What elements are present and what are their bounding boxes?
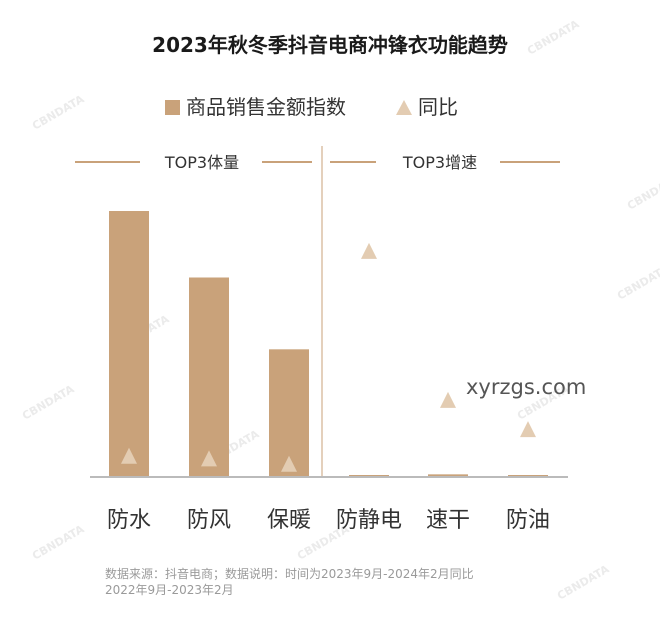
source-note-line-2: 2022年9月-2023年2月 [105,583,234,597]
watermark-text: CBNDATA [30,522,87,562]
bars-layer [109,211,548,477]
chart-title: 2023年秋冬季抖音电商冲锋衣功能趋势 [152,33,508,57]
x-tick-label: 防静电 [336,508,402,533]
triangle-防静电 [361,242,377,259]
bar-速干 [428,474,468,477]
source-note-line-1: 数据来源：抖音电商；数据说明：时间为2023年9月-2024年2月同比 [105,566,474,581]
legend-bar-label: 商品销售金额指数 [186,95,346,119]
x-tick-label: 速干 [426,508,470,533]
watermark-text: CBNDATA [625,172,660,212]
overlay-site-text: xyrzgs.com [466,375,586,399]
legend-triangle-swatch [396,100,412,115]
legend-bar-swatch [165,100,180,115]
x-tick-label: 防油 [506,508,550,533]
group-headers: TOP3体量 TOP3增速 [75,153,560,172]
legend-triangle-label: 同比 [418,95,458,119]
watermark-text: CBNDATA [615,262,660,302]
legend: 商品销售金额指数 同比 [165,95,458,119]
x-tick-label: 保暖 [267,508,311,533]
triangle-防水 [121,447,137,464]
x-tick-label: 防风 [187,508,231,533]
triangle-保暖 [281,455,297,472]
x-axis-labels: 防水 防风 保暖 防静电 速干 防油 [107,508,550,533]
group-label-top3-volume: TOP3体量 [164,153,239,172]
group-label-top3-growth: TOP3增速 [402,153,477,172]
bar-防风 [189,277,229,477]
watermark-text: CBNDATA [555,562,612,602]
bar-防水 [109,211,149,477]
triangle-防油 [520,421,536,438]
x-tick-label: 防水 [107,508,151,533]
triangle-防风 [201,450,217,467]
watermark-text: CBNDATA [20,382,77,422]
watermark-text: CBNDATA [525,17,582,57]
watermark-text: CBNDATA [30,92,87,132]
triangle-速干 [440,391,456,408]
triangles-layer [121,242,536,472]
